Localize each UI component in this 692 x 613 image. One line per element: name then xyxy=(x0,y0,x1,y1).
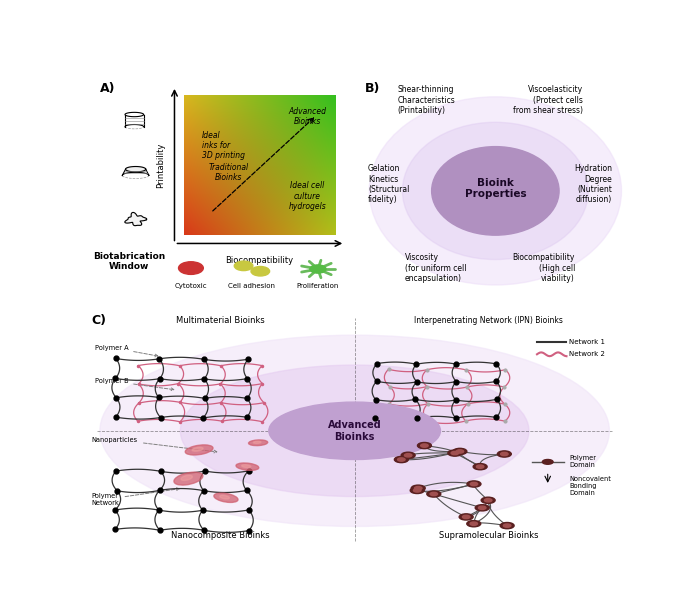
Circle shape xyxy=(478,506,486,509)
Text: Viscosity
(for uniform cell
encapsulation): Viscosity (for uniform cell encapsulatio… xyxy=(405,254,466,283)
Circle shape xyxy=(481,497,495,503)
Ellipse shape xyxy=(214,493,238,503)
Polygon shape xyxy=(125,167,146,172)
Ellipse shape xyxy=(370,97,621,285)
Text: Polymer
Domain: Polymer Domain xyxy=(570,455,597,468)
Ellipse shape xyxy=(248,440,268,446)
Text: A): A) xyxy=(100,82,116,96)
Text: Network 1: Network 1 xyxy=(570,340,606,345)
Circle shape xyxy=(467,481,481,487)
Circle shape xyxy=(410,487,424,493)
Ellipse shape xyxy=(432,147,559,235)
Text: Nanocomposite Bioinks: Nanocomposite Bioinks xyxy=(171,531,270,539)
Text: Network 2: Network 2 xyxy=(570,351,605,357)
Ellipse shape xyxy=(181,365,529,497)
Text: Advanced
Bioinks: Advanced Bioinks xyxy=(328,420,381,441)
Text: Polymer
Network: Polymer Network xyxy=(92,488,179,506)
Circle shape xyxy=(453,448,467,455)
Polygon shape xyxy=(125,213,147,226)
Ellipse shape xyxy=(192,447,203,451)
Text: Biotabrication
Window: Biotabrication Window xyxy=(93,252,165,272)
Circle shape xyxy=(417,443,431,449)
Text: Nanoparticles: Nanoparticles xyxy=(92,436,217,453)
Circle shape xyxy=(500,522,514,529)
Circle shape xyxy=(470,522,477,525)
Circle shape xyxy=(398,458,405,461)
Circle shape xyxy=(421,444,428,447)
Text: Viscoelasticity
(Protect cells
from shear stress): Viscoelasticity (Protect cells from shea… xyxy=(513,85,583,115)
Text: Gelation
Kinetics
(Structural
fidelity): Gelation Kinetics (Structural fidelity) xyxy=(368,164,409,204)
Text: Noncovalent
Bonding
Domain: Noncovalent Bonding Domain xyxy=(570,476,611,496)
Ellipse shape xyxy=(236,463,259,470)
Text: Multimaterial Bioinks: Multimaterial Bioinks xyxy=(176,316,265,325)
Circle shape xyxy=(430,492,437,496)
Ellipse shape xyxy=(220,495,229,499)
Circle shape xyxy=(484,498,492,502)
Text: Bioink
Properties: Bioink Properties xyxy=(464,178,526,199)
Text: Polymer A: Polymer A xyxy=(95,345,158,357)
Circle shape xyxy=(459,514,473,520)
Circle shape xyxy=(413,489,421,492)
Ellipse shape xyxy=(174,472,203,485)
Circle shape xyxy=(498,451,511,457)
Circle shape xyxy=(448,450,462,456)
Circle shape xyxy=(462,516,470,519)
Ellipse shape xyxy=(403,122,588,259)
Ellipse shape xyxy=(253,441,261,443)
Circle shape xyxy=(427,491,441,497)
Circle shape xyxy=(470,482,477,485)
Circle shape xyxy=(411,485,425,491)
Circle shape xyxy=(467,520,481,527)
Circle shape xyxy=(500,452,508,455)
Text: Hydration
Degree
(Nutrient
diffusion): Hydration Degree (Nutrient diffusion) xyxy=(574,164,612,204)
Circle shape xyxy=(456,450,464,453)
Circle shape xyxy=(401,452,415,459)
Ellipse shape xyxy=(242,465,251,468)
Text: B): B) xyxy=(365,82,381,96)
Ellipse shape xyxy=(181,475,192,481)
Text: Supramolecular Bioinks: Supramolecular Bioinks xyxy=(439,531,538,539)
Ellipse shape xyxy=(185,445,213,455)
Circle shape xyxy=(451,451,459,455)
Circle shape xyxy=(503,524,511,527)
Ellipse shape xyxy=(100,335,610,527)
Circle shape xyxy=(404,454,412,457)
Text: Shear-thinning
Characteristics
(Printability): Shear-thinning Characteristics (Printabi… xyxy=(397,85,455,115)
Ellipse shape xyxy=(268,402,441,460)
Circle shape xyxy=(543,460,553,464)
Circle shape xyxy=(473,463,487,470)
Text: Polymer B: Polymer B xyxy=(95,378,174,390)
Text: Interpenetrating Network (IPN) Bioinks: Interpenetrating Network (IPN) Bioinks xyxy=(415,316,563,325)
Circle shape xyxy=(475,504,489,511)
Circle shape xyxy=(476,465,484,468)
Text: Biocompatibility
(High cell
viability): Biocompatibility (High cell viability) xyxy=(513,254,575,283)
Circle shape xyxy=(394,457,408,463)
Circle shape xyxy=(415,487,422,490)
Text: C): C) xyxy=(92,314,107,327)
